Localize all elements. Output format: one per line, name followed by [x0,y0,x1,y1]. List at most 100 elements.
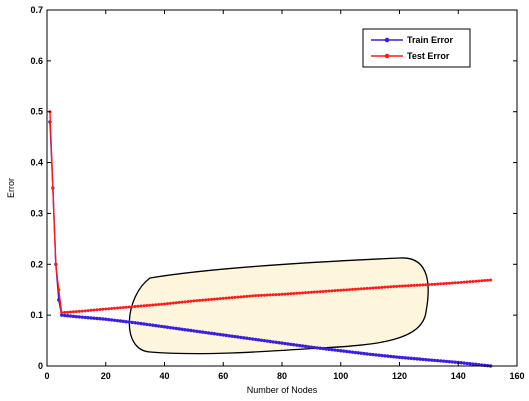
test-error-point [406,284,410,288]
train-error-point [453,360,458,364]
train-error-point [174,326,178,331]
x-tick-label: 140 [451,371,466,381]
test-error-point [148,303,152,307]
test-error-point [398,284,401,288]
test-error-point [110,307,114,311]
train-error-point [242,336,246,340]
test-error-point [304,291,307,295]
legend-test-label: Test Error [407,51,450,61]
test-error-point [309,290,313,294]
test-error-point [168,301,172,305]
train-error-point [145,322,149,327]
train-error-point [380,353,384,358]
test-error-point [412,283,416,287]
train-error-point [368,352,372,356]
test-error-point [445,281,448,285]
train-error-point [124,320,129,324]
test-error-point [342,288,346,292]
test-error-point [306,290,310,294]
test-error-point [124,305,128,309]
test-error-point [489,278,493,282]
train-error-point [333,348,337,352]
test-error-point [377,286,381,290]
test-error-point [224,296,228,300]
test-error-point [242,295,246,299]
train-error-point [321,346,325,351]
test-error-point [57,288,61,292]
train-error-point [344,349,349,354]
y-axis-label: Error [6,178,16,198]
train-error-point [356,351,361,355]
train-error-point [415,357,419,361]
test-error-point [95,308,99,312]
x-axis-label: Number of Nodes [247,385,318,395]
test-error-point [51,186,55,190]
train-error-point [377,353,381,357]
test-error-point [116,306,119,310]
series-layer [48,110,493,368]
test-error-point [324,289,328,293]
train-error-point [136,321,140,325]
test-error-point [295,291,299,295]
test-error-point [69,310,72,314]
test-error-point [230,296,234,300]
train-error-point [433,358,437,363]
test-error-point [427,283,431,287]
test-error-point [133,305,137,308]
train-error-point [324,347,328,351]
train-error-point [218,332,223,337]
test-error-point [139,304,143,308]
test-error-point [280,292,284,296]
train-error-point [412,356,416,361]
test-error-point [371,286,375,290]
x-tick-label: 160 [509,371,524,381]
train-error-point [68,314,73,318]
train-error-point [186,328,190,332]
highlight-region [128,257,429,355]
train-error-point [306,345,311,349]
test-error-point [89,308,93,312]
train-error-point [441,359,446,363]
test-error-point [292,291,296,295]
test-error-point [362,287,366,291]
train-error-point [427,358,431,362]
train-error-point [200,330,205,334]
train-error-point [168,325,173,330]
test-error-point [318,290,322,294]
train-error-point [162,325,167,329]
train-error-point [391,355,396,359]
test-error-point [262,293,266,297]
test-error-point [392,285,396,289]
y-tick-label: 0.7 [30,5,43,15]
test-error-point [160,302,164,306]
train-error-point [286,342,290,346]
test-error-point [453,281,457,285]
train-error-point [438,359,443,363]
train-error-point [341,349,346,353]
train-error-point [482,363,487,368]
train-error-point [471,362,475,366]
train-error-point [350,350,355,354]
highlight-blob [128,257,429,355]
train-error-point [371,352,375,357]
test-error-point [98,308,102,312]
train-error-point [406,356,411,360]
train-error-point [383,354,387,358]
train-error-point [106,317,111,322]
test-error-point [177,300,181,304]
train-error-point [418,357,422,361]
test-error-point [321,289,325,293]
test-error-point [101,307,105,311]
train-error-point [112,318,117,322]
test-error-point [274,293,278,297]
train-error-point [292,343,296,347]
train-error-point [198,330,202,334]
test-error-point [418,283,422,287]
test-error-point [151,303,155,307]
train-error-point [265,339,270,343]
test-error-point [254,294,258,298]
test-error-point [104,307,108,311]
test-error-point [192,299,196,303]
test-error-point [277,292,281,296]
legend-train-marker [384,37,390,43]
